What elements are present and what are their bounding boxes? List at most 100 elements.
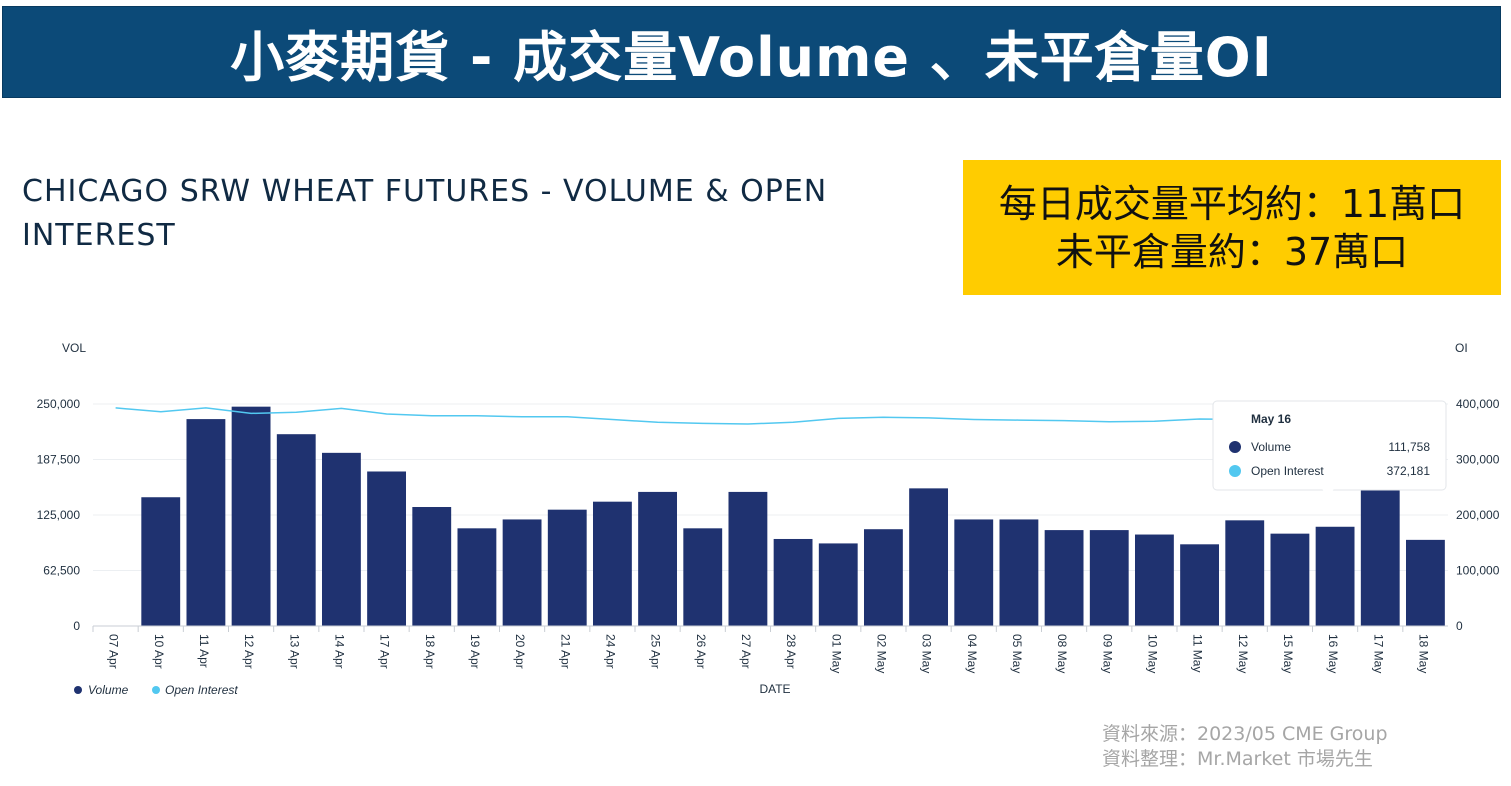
legend-oi-marker[interactable] [152,686,160,694]
volume-bar[interactable] [1360,487,1400,626]
volume-bar[interactable] [1089,530,1129,626]
x-tick-label: 17 Apr [378,634,392,669]
callout-oi-line: 未平倉量約：37萬口 [1055,229,1409,274]
x-tick-label: 04 May [965,634,979,673]
y-tick-label: 62,500 [43,564,80,578]
legend: Volume Open Interest [74,683,238,697]
x-tick-label: 01 May [829,634,843,673]
chart-title: CHICAGO SRW WHEAT FUTURES - VOLUME & OPE… [22,174,828,253]
x-tick-label: 15 May [1281,634,1295,673]
x-tick-label: 10 Apr [152,634,166,669]
volume-bar[interactable] [321,452,361,626]
x-tick-label: 26 Apr [694,634,708,669]
tooltip-date: May 16 [1251,412,1291,426]
x-axis-label: DATE [759,682,790,696]
volume-bar[interactable] [909,488,949,626]
x-tick-label: 18 Apr [423,634,437,669]
volume-bar[interactable] [1180,544,1220,626]
x-tick-label: 12 May [1236,634,1250,673]
volume-bar[interactable] [457,528,497,626]
x-tick-label: 12 Apr [242,634,256,669]
y-tick-label: 187,500 [37,453,81,467]
legend-oi-label[interactable]: Open Interest [165,683,238,697]
x-tick-label: 16 May [1326,634,1340,673]
x-tick-label: 14 Apr [332,634,346,669]
y-axis-label: VOL [62,341,86,355]
x-tick-label: 11 May [1191,634,1205,672]
axes: 0 0 62,500 100,000 125,000 200,000 187,500 300,… [37,397,1500,673]
x-tick-label: 08 May [1055,634,1069,673]
open-interest-series-line [115,407,1426,425]
x-tick-label: 20 Apr [513,634,527,669]
volume-bars [141,406,1445,626]
tooltip-oi-value: 372,181 [1387,464,1431,478]
legend-volume-label[interactable]: Volume [88,683,129,697]
banner-title: 小麥期貨 - 成交量Volume 、未平倉量OI [230,25,1273,89]
volume-bar[interactable] [999,519,1039,626]
summary-callout: 每日成交量平均約：11萬口 未平倉量約：37萬口 [963,160,1501,295]
tooltip: May 16 Volume 111,758 Open Interest 372,… [1212,400,1447,496]
x-tick-label: 13 Apr [287,634,301,669]
x-tick-label: 11 Apr [197,634,211,668]
volume-bar[interactable] [502,519,542,626]
y-tick-label: 250,000 [37,397,81,411]
source-note: 資料來源：2023/05 CME Group 資料整理：Mr.Market 市場… [1102,722,1388,772]
y2-tick-label: 200,000 [1456,508,1500,522]
volume-bar[interactable] [367,471,407,626]
x-tick-label: 25 Apr [649,634,663,669]
tooltip-oi-label: Open Interest [1251,464,1324,478]
x-tick-label: 03 May [920,634,934,673]
volume-bar[interactable] [773,538,813,626]
volume-bar[interactable] [1044,530,1084,626]
source-line-1: 資料來源：2023/05 CME Group [1102,723,1388,745]
legend-volume-marker[interactable] [74,686,82,694]
x-tick-label: 19 Apr [468,634,482,669]
callout-volume-line: 每日成交量平均約：11萬口 [998,181,1466,226]
volume-bar[interactable] [954,519,994,626]
volume-bar[interactable] [276,434,316,626]
tooltip-oi-dot [1229,465,1241,477]
source-line-2: 資料整理：Mr.Market 市場先生 [1102,748,1373,770]
y2-tick-label: 300,000 [1456,453,1500,467]
x-tick-label: 02 May [874,634,888,673]
volume-bar[interactable] [1134,534,1174,626]
x-tick-label: 21 Apr [558,634,572,669]
volume-bar[interactable] [547,509,587,626]
x-tick-label: 07 Apr [107,634,121,669]
volume-bar[interactable] [638,491,678,626]
x-tick-label: 10 May [1145,634,1159,673]
volume-bar[interactable] [1270,533,1310,626]
y-tick-label: 125,000 [37,508,81,522]
title-banner: 小麥期貨 - 成交量Volume 、未平倉量OI [2,6,1501,98]
volume-bar[interactable] [592,501,632,626]
y2-tick-label: 400,000 [1456,397,1500,411]
volume-bar[interactable] [863,529,903,626]
tooltip-pointer [1322,489,1334,496]
y-tick-label: 0 [73,619,80,633]
open-interest-line [115,407,1426,425]
x-tick-label: 05 May [1010,634,1024,673]
tooltip-volume-value: 111,758 [1388,440,1430,454]
x-tick-label: 28 Apr [784,634,798,669]
x-tick-label: 17 May [1371,634,1385,673]
volume-bar[interactable] [1315,526,1355,626]
x-tick-label: 09 May [1100,634,1114,673]
x-tick-label: 24 Apr [603,634,617,669]
volume-bar[interactable] [186,419,226,626]
volume-bar[interactable] [412,507,452,626]
volume-bar[interactable] [1225,520,1265,626]
volume-bar[interactable] [818,543,858,626]
y2-tick-label: 0 [1456,619,1463,633]
tooltip-volume-label: Volume [1251,440,1291,454]
y2-tick-label: 100,000 [1456,564,1500,578]
volume-bar[interactable] [683,528,723,626]
volume-bar[interactable] [231,406,271,626]
y2-axis-label: OI [1455,341,1468,355]
volume-bar[interactable] [728,491,768,626]
volume-bar[interactable] [1405,539,1445,626]
x-tick-label: 27 Apr [739,634,753,669]
volume-bar[interactable] [141,497,181,626]
x-tick-label: 18 May [1416,634,1430,673]
tooltip-volume-dot [1229,441,1241,453]
